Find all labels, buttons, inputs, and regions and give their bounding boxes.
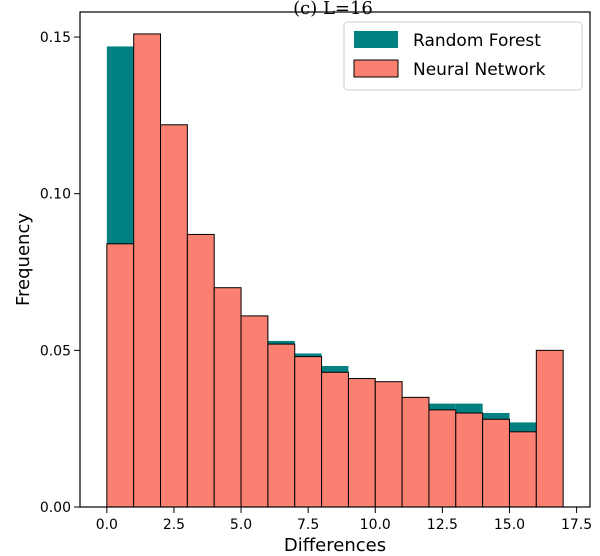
neural-network-bar (321, 371, 349, 508)
neural-network-legend-swatch (353, 59, 399, 78)
random-forest-legend-swatch (354, 31, 398, 48)
legend: Random Forest Neural Network (343, 21, 583, 91)
x-tick-label: 10.0 (360, 517, 391, 533)
y-tick-label: 0.00 (40, 500, 71, 516)
x-tick-label: 15.0 (494, 517, 525, 533)
y-tick-label: 0.10 (40, 187, 71, 203)
x-tick-label: 17.5 (561, 517, 592, 533)
x-tick-label: 2.5 (163, 517, 185, 533)
neural-network-bar (535, 349, 564, 508)
neural-network-bar (240, 315, 269, 508)
neural-network-bar (482, 418, 510, 508)
x-tick-label: 0.0 (96, 517, 118, 533)
neural-network-bars (106, 33, 564, 508)
neural-network-bar (401, 396, 430, 508)
neural-network-bar (160, 124, 188, 508)
neural-network-bar (106, 243, 135, 508)
x-axis-title: Differences (284, 535, 386, 556)
chart-title: (c) L=16 (293, 0, 373, 19)
x-tick-label: 12.5 (427, 517, 458, 533)
neural-network-bar (294, 356, 323, 508)
legend-box (343, 21, 583, 91)
neural-network-bar (213, 287, 242, 508)
y-axis-ticks: 0.00 0.05 0.10 0.15 (40, 30, 80, 516)
y-tick-label: 0.15 (40, 30, 71, 46)
y-axis-title: Frequency (13, 213, 34, 306)
neural-network-bar (428, 409, 457, 508)
plot-frame (79, 11, 591, 508)
neural-network-bar (455, 412, 484, 508)
neural-network-bar (267, 343, 296, 508)
y-tick-label: 0.05 (40, 343, 71, 359)
neural-network-bar (133, 33, 162, 508)
neural-network-bar (374, 381, 403, 508)
x-tick-label: 5.0 (230, 517, 252, 533)
neural-network-bar (186, 233, 215, 508)
neural-network-legend-label: Neural Network (413, 60, 546, 80)
x-axis-ticks: 0.0 2.5 5.0 7.5 10.0 12.5 15.0 17.5 (96, 507, 592, 533)
neural-network-bar (347, 378, 376, 508)
random-forest-legend-label: Random Forest (413, 31, 541, 51)
neural-network-bar (508, 431, 537, 508)
x-tick-label: 7.5 (297, 517, 319, 533)
